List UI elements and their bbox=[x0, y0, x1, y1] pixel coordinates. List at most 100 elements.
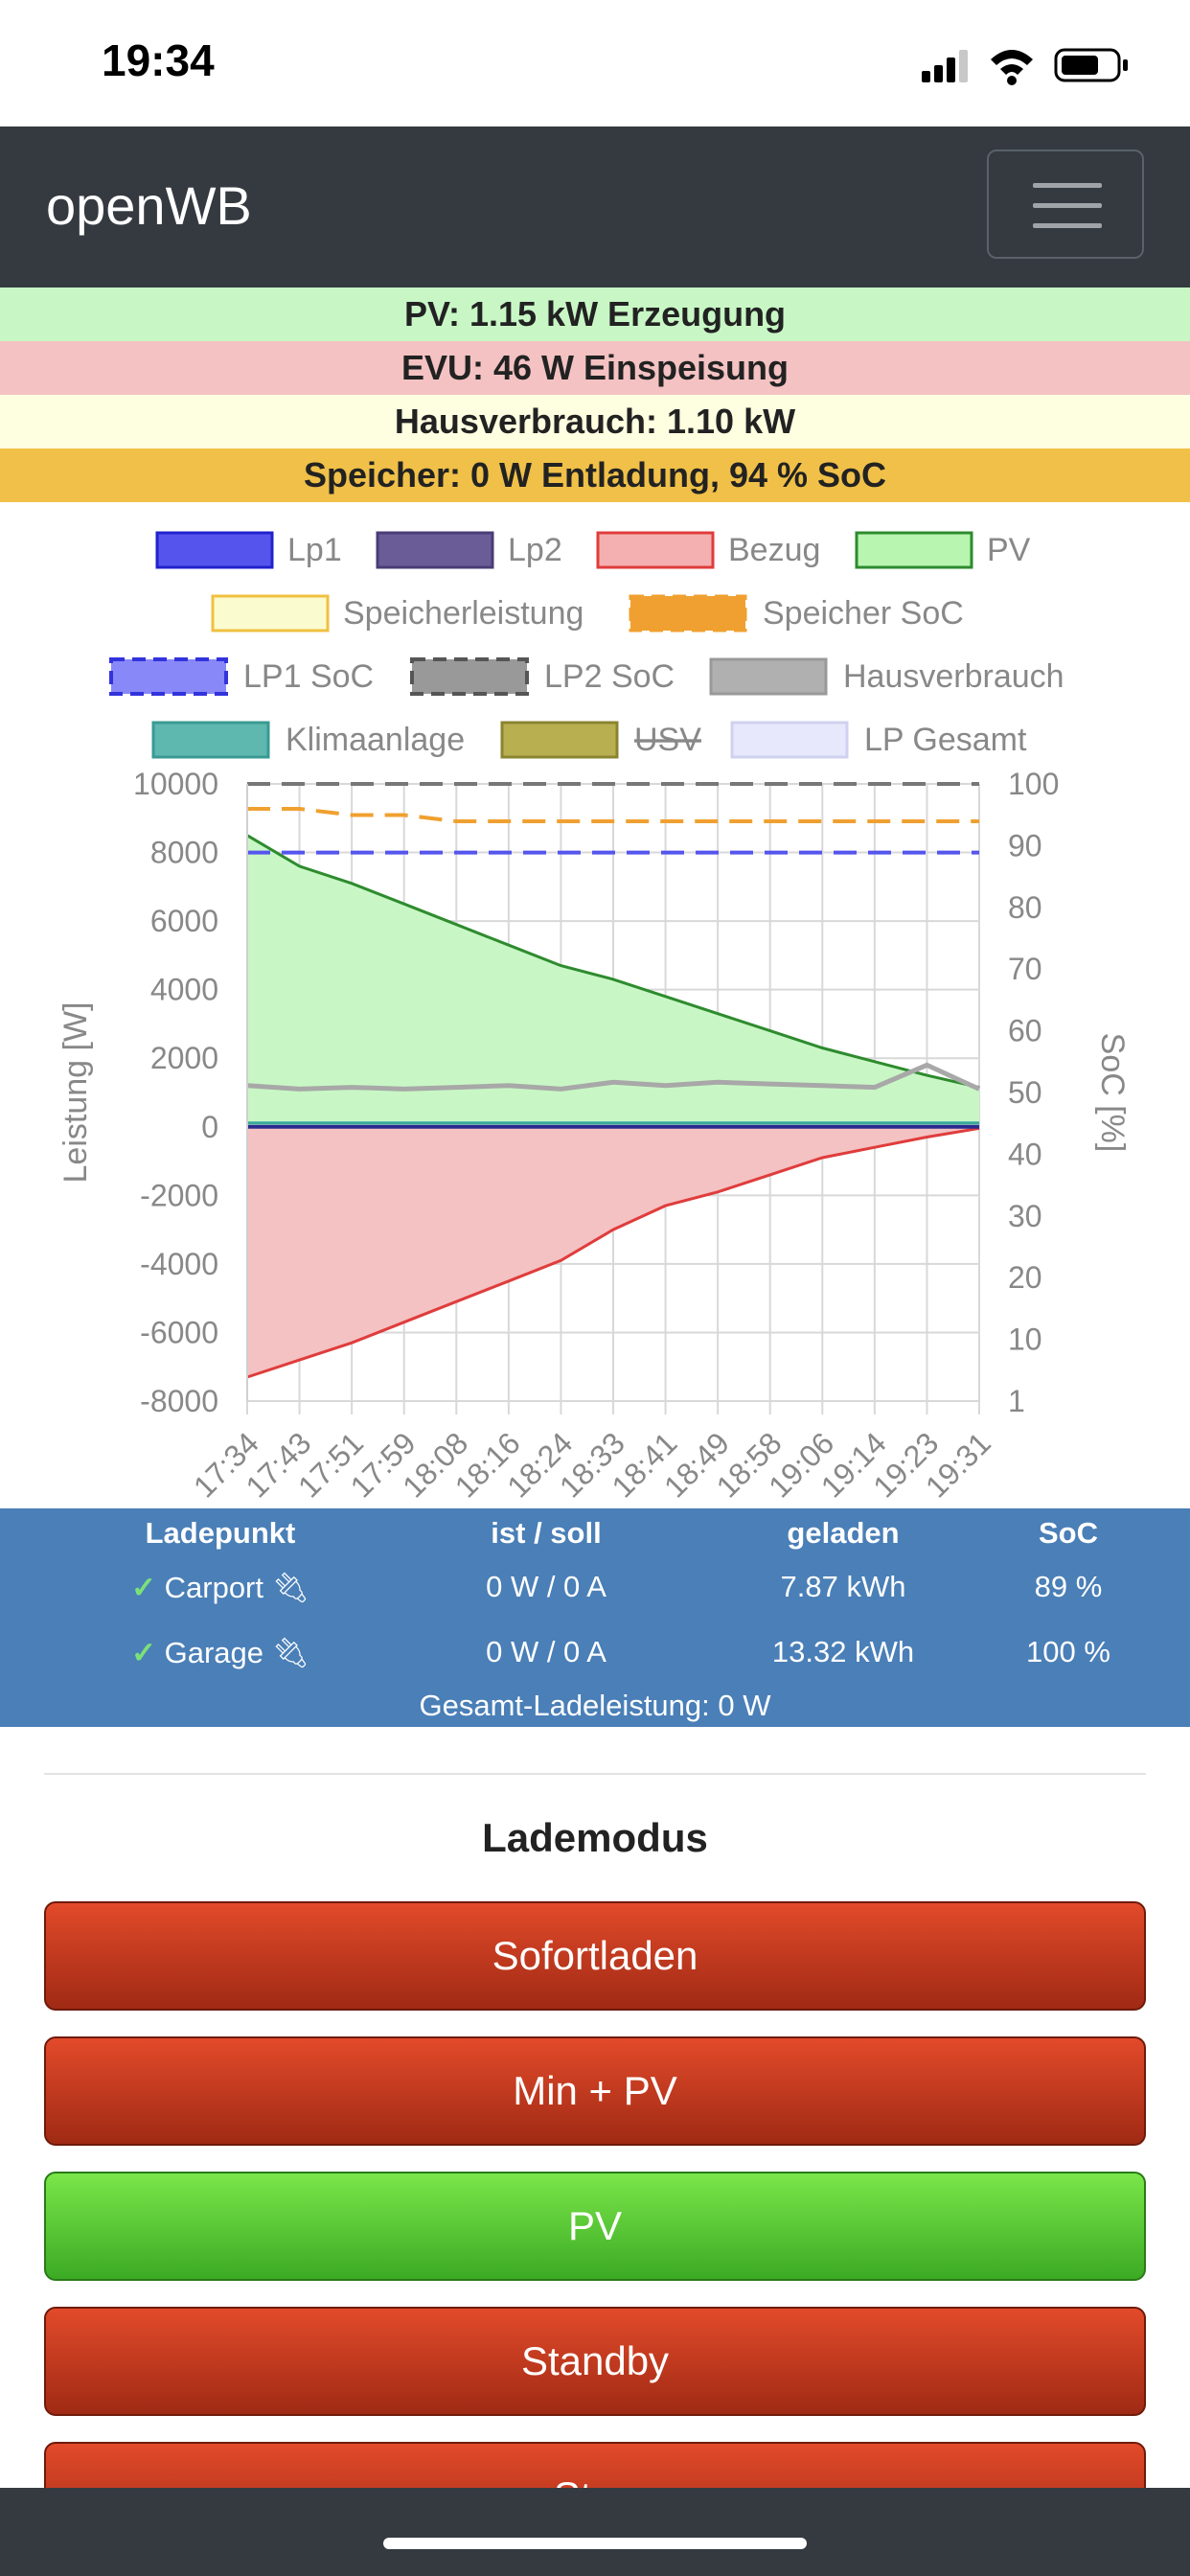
lp-name: Carport bbox=[164, 1571, 263, 1604]
pv-banner: PV: 1.15 kW Erzeugung bbox=[0, 288, 1190, 341]
y2-axis-title: SoC [%] bbox=[1094, 1033, 1131, 1153]
series-area-pv bbox=[247, 835, 979, 1127]
standby-button[interactable]: Standby bbox=[44, 2307, 1146, 2416]
lp-name: Garage bbox=[164, 1636, 264, 1669]
chart-plot-area: 10000 8000 6000 4000 2000 0 -2000 -4000 -6000 -80… bbox=[133, 767, 1059, 1505]
hamburger-icon bbox=[1033, 183, 1102, 188]
legend-usv[interactable]: USV bbox=[634, 722, 701, 758]
navbar: openWB bbox=[0, 126, 1190, 288]
signal-icon bbox=[922, 50, 968, 82]
legend-pv[interactable]: PV bbox=[987, 532, 1031, 568]
check-icon: ✓ bbox=[131, 1571, 156, 1604]
brand-logo[interactable]: openWB bbox=[46, 175, 252, 236]
series-area-bezug bbox=[247, 1126, 979, 1377]
y-tick-label: 4000 bbox=[150, 973, 218, 1007]
lp-charged: 13.32 kWh bbox=[771, 1635, 915, 1668]
chart-legend: Lp1 Lp2 Bezug PV Speicherleistung Speich… bbox=[109, 531, 1064, 759]
plug-icon: 🔌︎ bbox=[271, 1636, 309, 1669]
pv-button[interactable]: PV bbox=[44, 2172, 1146, 2281]
wifi-icon bbox=[991, 50, 1033, 85]
table-row[interactable]: ✓ Garage 🔌︎ 0 W / 0 A 13.32 kWh 100 % bbox=[0, 1635, 1190, 1692]
status-icons bbox=[922, 44, 1133, 91]
lp-charged: 7.87 kWh bbox=[780, 1570, 906, 1603]
evu-banner: EVU: 46 W Einspeisung bbox=[0, 341, 1190, 395]
legend-klimaanlage[interactable]: Klimaanlage bbox=[286, 722, 465, 758]
home-indicator[interactable] bbox=[383, 2538, 807, 2549]
legend-swatch-usv bbox=[500, 721, 619, 759]
legend-lp2[interactable]: Lp2 bbox=[508, 532, 562, 568]
y2-tick-label: 100 bbox=[1008, 767, 1059, 801]
legend-lp2-soc[interactable]: LP2 SoC bbox=[544, 658, 675, 695]
y-tick-label: 8000 bbox=[150, 836, 218, 870]
y2-tick-label: 80 bbox=[1008, 890, 1042, 925]
legend-swatch-lp1-soc bbox=[109, 657, 228, 696]
table-row[interactable]: ✓ Carport 🔌︎ 0 W / 0 A 7.87 kWh 89 % bbox=[0, 1570, 1190, 1627]
min-pv-button[interactable]: Min + PV bbox=[44, 2036, 1146, 2146]
y-tick-label: -2000 bbox=[140, 1178, 218, 1212]
y-axis-title: Leistung [W] bbox=[57, 1002, 94, 1184]
legend-swatch-klimaanlage bbox=[151, 721, 270, 759]
legend-lp1-soc[interactable]: LP1 SoC bbox=[243, 658, 374, 695]
y-tick-label: -6000 bbox=[140, 1315, 218, 1349]
series-line-pv bbox=[246, 834, 980, 1090]
legend-swatch-lp2-soc bbox=[410, 657, 529, 696]
legend-swatch-pv bbox=[855, 531, 973, 569]
lp-soc: 89 % bbox=[1034, 1570, 1103, 1603]
lp-name-cell[interactable]: ✓ Carport 🔌︎ bbox=[115, 1570, 326, 1605]
header-ist-soll: ist / soll bbox=[491, 1516, 602, 1550]
legend-swatch-bezug bbox=[596, 531, 715, 569]
legend-swatch-speicherleistung bbox=[211, 594, 330, 632]
y2-tick-label: 60 bbox=[1008, 1014, 1042, 1048]
sofortladen-button[interactable]: Sofortladen bbox=[44, 1901, 1146, 2011]
y-tick-label: -4000 bbox=[140, 1247, 218, 1281]
y-tick-label: 0 bbox=[201, 1110, 218, 1144]
total-charge-power: Gesamt-Ladeleistung: 0 W bbox=[419, 1689, 771, 1722]
y2-tick-label: 40 bbox=[1008, 1137, 1042, 1171]
legend-hausverbrauch[interactable]: Hausverbrauch bbox=[843, 658, 1064, 695]
battery-icon bbox=[1054, 48, 1128, 82]
ladepunkt-table: Ladepunkt ist / soll geladen SoC ✓ Carpo… bbox=[0, 1508, 1190, 1727]
legend-bezug[interactable]: Bezug bbox=[728, 532, 820, 568]
menu-toggle-button[interactable] bbox=[987, 150, 1144, 259]
legend-lp-gesamt[interactable]: LP Gesamt bbox=[864, 722, 1027, 758]
check-icon: ✓ bbox=[131, 1636, 156, 1669]
legend-swatch-lp-gesamt bbox=[730, 721, 849, 759]
lp-power: 0 W / 0 A bbox=[486, 1570, 606, 1603]
header-soc: SoC bbox=[1039, 1516, 1098, 1550]
y2-tick-label: 1 bbox=[1008, 1384, 1025, 1418]
power-chart[interactable]: Lp1 Lp2 Bezug PV Speicherleistung Speich… bbox=[0, 498, 1190, 1506]
divider bbox=[44, 1773, 1146, 1775]
lp-name-cell[interactable]: ✓ Garage 🔌︎ bbox=[115, 1635, 326, 1670]
plug-icon: 🔌︎ bbox=[271, 1571, 309, 1604]
legend-lp1[interactable]: Lp1 bbox=[287, 532, 342, 568]
series-line-speicher-soc bbox=[247, 807, 979, 823]
y2-tick-label: 90 bbox=[1008, 828, 1042, 862]
legend-speicherleistung[interactable]: Speicherleistung bbox=[343, 595, 584, 632]
legend-speicher-soc[interactable]: Speicher SoC bbox=[763, 595, 964, 632]
hamburger-icon-bar bbox=[1033, 223, 1102, 228]
status-time: 19:34 bbox=[102, 35, 215, 85]
status-bar: 19:34 bbox=[0, 0, 1190, 126]
y2-tick-label: 30 bbox=[1008, 1199, 1042, 1233]
hamburger-icon-bar bbox=[1033, 203, 1102, 208]
speicher-banner: Speicher: 0 W Entladung, 94 % SoC bbox=[0, 448, 1190, 502]
legend-swatch-lp1 bbox=[155, 531, 274, 569]
lp-power: 0 W / 0 A bbox=[486, 1635, 606, 1668]
header-ladepunkt: Ladepunkt bbox=[145, 1516, 296, 1550]
legend-swatch-lp2 bbox=[376, 531, 494, 569]
y-tick-label: -8000 bbox=[140, 1384, 218, 1418]
legend-swatch-hausverbrauch bbox=[709, 657, 828, 696]
y2-tick-label: 70 bbox=[1008, 952, 1042, 986]
y2-tick-label: 50 bbox=[1008, 1075, 1042, 1110]
bottom-toolbar bbox=[0, 2488, 1190, 2576]
series-line-hausverbrauch bbox=[246, 1062, 981, 1092]
y-tick-label: 6000 bbox=[150, 904, 218, 938]
lp-soc: 100 % bbox=[1026, 1635, 1110, 1668]
y2-tick-label: 10 bbox=[1008, 1322, 1042, 1357]
lademodus-title: Lademodus bbox=[482, 1815, 708, 1860]
table-header-row: Ladepunkt ist / soll geladen SoC bbox=[0, 1516, 1190, 1574]
y2-tick-label: 20 bbox=[1008, 1260, 1042, 1295]
y-tick-label: 2000 bbox=[150, 1041, 218, 1075]
header-geladen: geladen bbox=[787, 1516, 900, 1550]
legend-swatch-speicher-soc bbox=[629, 594, 747, 632]
